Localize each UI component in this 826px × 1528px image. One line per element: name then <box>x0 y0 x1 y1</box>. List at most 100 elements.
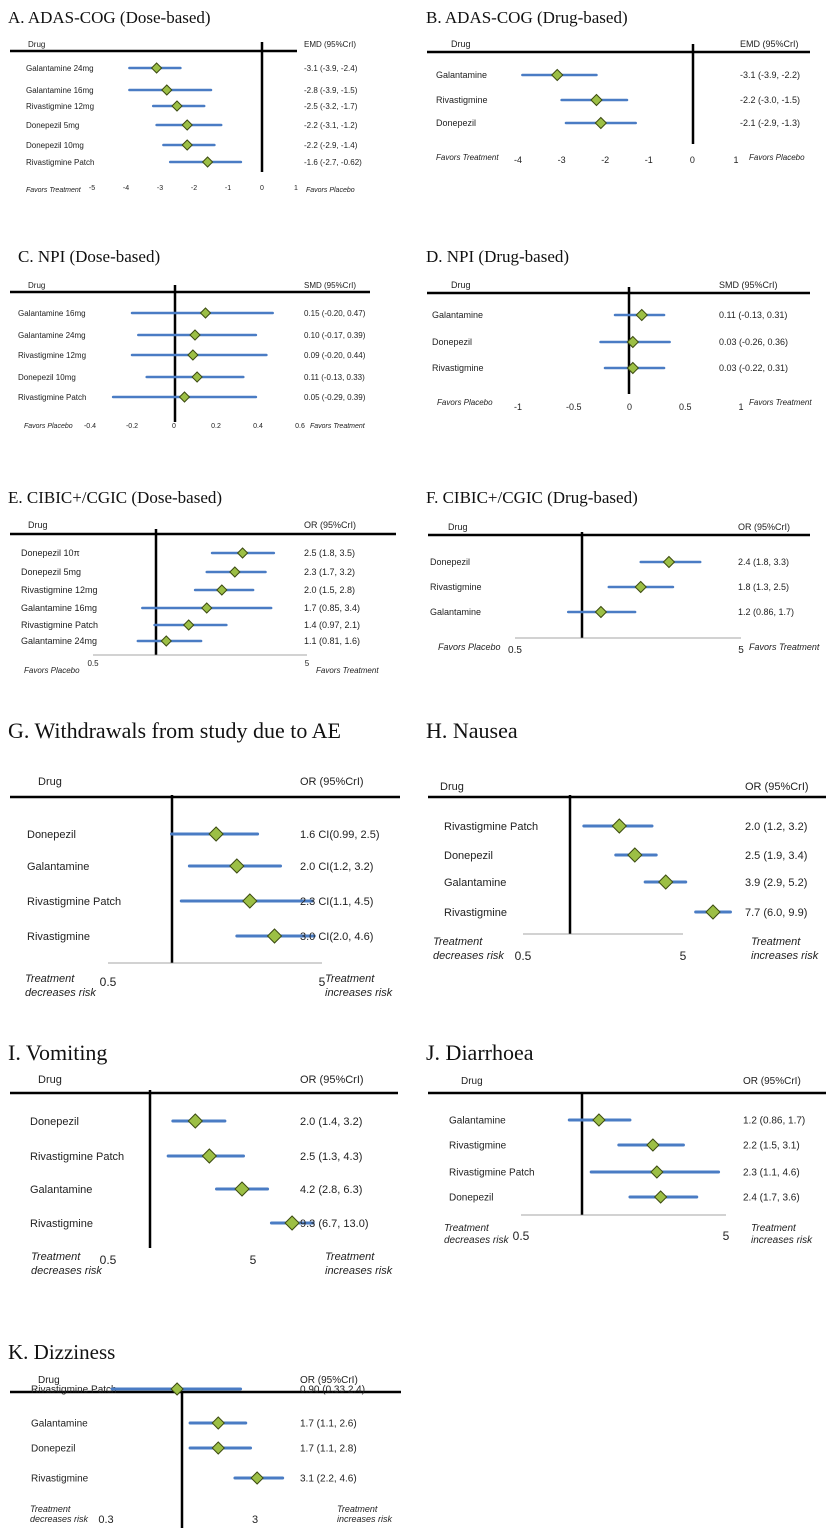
row-label: Donepezil 10mg <box>26 141 84 150</box>
point-estimate-marker <box>201 1148 218 1164</box>
point-estimate-marker <box>208 826 224 842</box>
point-estimate-marker <box>150 62 163 74</box>
right-direction-annotation: Favors Treatment <box>316 666 379 675</box>
panel-title: I. Vomiting <box>8 1040 107 1065</box>
left-direction-annotation: decreases risk <box>444 1235 509 1246</box>
estimate-value: 0.03 (-0.22, 0.31) <box>719 363 788 373</box>
right-direction-annotation: increases risk <box>751 1235 813 1246</box>
panel-title: K. Dizziness <box>8 1340 115 1364</box>
right-direction-annotation: Favors Placebo <box>306 187 355 194</box>
point-estimate-marker <box>182 619 195 631</box>
point-estimate-marker <box>187 1113 204 1129</box>
x-tick-label: 0.5 <box>508 645 522 656</box>
point-estimate-marker <box>236 547 249 559</box>
row-label: Rivastigmine 12mg <box>26 102 94 111</box>
left-direction-annotation: Favors Placebo <box>24 666 80 675</box>
x-tick-label: 5 <box>738 645 744 656</box>
estimate-value: -2.1 (-2.9, -1.3) <box>740 118 800 128</box>
point-estimate-marker <box>626 361 640 375</box>
point-estimate-marker <box>266 928 283 944</box>
row-label: Rivastigmine Patch <box>30 1151 124 1163</box>
row-label: Rivastigmine Patch <box>31 1385 117 1396</box>
forest-panel-e: E. CIBIC+/CGIC (Dose-based) Drug OR (95%Cr… <box>8 488 396 675</box>
x-tick-label: 0.5 <box>679 402 692 412</box>
point-estimate-marker <box>211 1441 225 1455</box>
left-direction-annotation: decreases risk <box>433 950 504 962</box>
row-label: Galantamine <box>449 1116 506 1127</box>
column-header-estimate: OR (95%CrI) <box>300 776 364 788</box>
row-label: Donepezil <box>30 1116 79 1128</box>
right-direction-annotation: Treatment <box>325 973 375 985</box>
estimate-value: 3.1 (2.2, 4.6) <box>300 1474 357 1485</box>
point-estimate-marker <box>234 1181 250 1197</box>
forest-panel-d: D. NPI (Drug-based) Drug SMD (95%CrI) -1 -0.… <box>426 247 812 412</box>
column-header-drug: Drug <box>28 281 45 290</box>
point-estimate-marker <box>594 116 608 130</box>
estimate-value: -2.2 (-3.1, -1.2) <box>304 121 358 130</box>
x-tick-label: 1 <box>733 155 738 165</box>
left-direction-annotation: Treatment <box>433 936 483 948</box>
point-estimate-marker <box>181 139 193 151</box>
x-tick-label: -0.4 <box>84 423 96 430</box>
right-direction-annotation: increases risk <box>325 987 393 999</box>
x-tick-label: 5 <box>680 949 687 963</box>
row-label: Rivastigmine <box>449 1141 507 1152</box>
forest-panel-k: K. Dizziness Drug OR (95%CrI) 0.3 3 Treatment… <box>8 1340 401 1528</box>
column-header-estimate: OR (95%CrI) <box>300 1074 364 1086</box>
estimate-value: 3.9 (2.9, 5.2) <box>745 877 807 889</box>
row-label: Rivastigmine Patch <box>27 896 121 908</box>
x-tick-label: -1 <box>514 402 522 412</box>
forest-panel-c: C. NPI (Dose-based) Drug SMD (95%CrI) -0.4 -… <box>10 247 370 430</box>
column-header-drug: Drug <box>461 1076 483 1087</box>
point-estimate-marker <box>189 329 201 341</box>
column-header-drug: Drug <box>28 520 48 530</box>
row-label: Rivastigmine <box>444 907 507 919</box>
point-estimate-marker <box>627 847 643 863</box>
x-tick-label: 0.2 <box>211 423 221 430</box>
estimate-value: 2.0 CI(1.2, 3.2) <box>300 861 373 873</box>
x-tick-label: 0.4 <box>253 423 263 430</box>
estimate-value: 0.90 (0.33 2.4) <box>300 1385 365 1396</box>
right-direction-annotation: Favors Placebo <box>749 153 805 162</box>
x-tick-label: 5 <box>305 659 310 668</box>
estimate-value: 1.6 CI(0.99, 2.5) <box>300 829 380 841</box>
x-tick-label: 0.5 <box>100 975 117 989</box>
row-label: Rivastigmine 12mg <box>21 585 98 595</box>
estimate-value: 1.7 (1.1, 2.8) <box>300 1444 357 1455</box>
forest-panel-h: H. Nausea Drug OR (95%CrI) 0.5 5 Treatment dec… <box>426 718 826 963</box>
column-header-drug: Drug <box>38 776 62 788</box>
row-label: Galantamine <box>30 1184 92 1196</box>
forest-panel-g: G. Withdrawals from study due to AE Drug O… <box>8 718 400 999</box>
point-estimate-marker <box>187 349 199 361</box>
estimate-value: 2.0 (1.2, 3.2) <box>745 821 807 833</box>
x-tick-label: 0.5 <box>100 1253 117 1267</box>
estimate-value: 3.0 CI(2.0, 4.6) <box>300 931 373 943</box>
row-label: Donepezil <box>430 557 470 567</box>
row-label: Donepezil <box>432 337 472 347</box>
x-tick-label: 3 <box>252 1514 258 1526</box>
estimate-value: 1.7 (0.85, 3.4) <box>304 603 360 613</box>
column-header-drug: Drug <box>440 781 464 793</box>
x-tick-label: 0 <box>690 155 695 165</box>
point-estimate-marker <box>658 874 674 890</box>
row-label: Rivastigmine Patch <box>26 158 94 167</box>
row-label: Galantamine 24mg <box>26 64 94 73</box>
point-estimate-marker <box>250 1471 264 1485</box>
x-tick-label: -2 <box>601 155 609 165</box>
x-tick-label: -4 <box>514 155 522 165</box>
row-label: Donepezil 10π <box>21 548 80 558</box>
estimate-value: -2.2 (-3.0, -1.5) <box>740 95 800 105</box>
right-direction-annotation: increases risk <box>337 1514 393 1524</box>
left-direction-annotation: Favors Placebo <box>438 642 501 652</box>
row-label: Galantamine <box>444 877 506 889</box>
point-estimate-marker <box>171 100 183 112</box>
point-estimate-marker <box>199 307 212 319</box>
estimate-value: 1.8 (1.3, 2.5) <box>738 582 789 592</box>
row-label: Rivastigmine <box>27 931 90 943</box>
point-estimate-marker <box>201 602 213 614</box>
point-estimate-marker <box>160 635 172 647</box>
point-estimate-marker <box>191 371 203 383</box>
left-direction-annotation: Treatment <box>31 1251 81 1263</box>
estimate-value: 2.0 (1.5, 2.8) <box>304 585 355 595</box>
row-label: Galantamine <box>31 1419 88 1430</box>
